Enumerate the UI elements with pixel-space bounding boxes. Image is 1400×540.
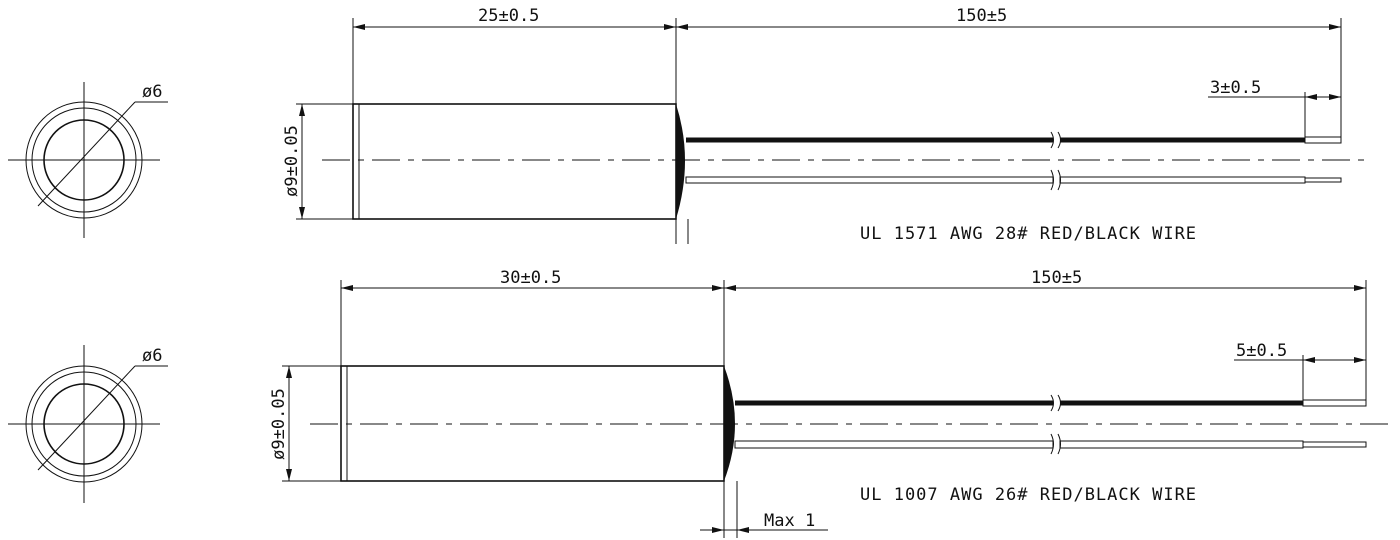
bottom-black-wire-strip <box>1302 399 1367 407</box>
bottom-body-length-label: 30±0.5 <box>500 268 561 288</box>
top-end-view: ø6 <box>8 82 168 238</box>
bottom-end-diameter-leader <box>37 365 136 471</box>
top-strip-arrow-l <box>1305 94 1317 100</box>
top-dia-label: ø9±0.05 <box>282 125 302 197</box>
bottom-side-view: 30±0.5 150±5 5±0.5 ø9±0.05 Max 1 UL 1007… <box>269 268 1396 538</box>
top-red-wire-break <box>1050 169 1061 191</box>
bottom-wire-note: UL 1007 AWG 26# RED/BLACK WIRE <box>860 485 1197 505</box>
top-body-length-arrow-r <box>664 24 676 30</box>
bottom-red-wire-break <box>1050 433 1061 455</box>
top-end-diameter-label: ø6 <box>142 82 162 102</box>
bottom-dia-arrow-t <box>286 366 292 378</box>
top-side-view: 25±0.5 150±5 3±0.5 ø9±0.05 UL 1571 AWG 2… <box>282 6 1372 244</box>
top-potting <box>676 104 685 219</box>
top-red-wire-a <box>685 176 1054 184</box>
bottom-red-wire-b <box>1059 440 1304 449</box>
top-body-length-arrow-l <box>353 24 365 30</box>
bottom-potting-arrow-r <box>737 527 749 533</box>
top-strip-label: 3±0.5 <box>1210 78 1261 98</box>
bottom-body-length-arrow-r <box>712 285 724 291</box>
bottom-strip-arrow-r <box>1354 357 1366 363</box>
bottom-lead-length-arrow-l <box>724 285 736 291</box>
top-dia-arrow-b <box>299 207 305 219</box>
bottom-body-length-arrow-l <box>341 285 353 291</box>
top-black-wire-break <box>1050 131 1061 149</box>
top-lead-length-arrow-r <box>1329 24 1341 30</box>
top-body-length-label: 25±0.5 <box>478 6 539 26</box>
bottom-red-wire-strip <box>1302 441 1367 448</box>
bottom-lead-length-arrow-r <box>1354 285 1366 291</box>
bottom-potting-arrow-l <box>712 527 724 533</box>
top-lead-length-arrow-l <box>676 24 688 30</box>
bottom-end-view: ø6 <box>8 345 168 503</box>
bottom-strip-arrow-l <box>1303 357 1315 363</box>
top-red-wire-b <box>1059 176 1306 184</box>
bottom-dia-arrow-b <box>286 469 292 481</box>
bottom-black-wire-break <box>1050 394 1061 412</box>
bottom-red-wire-a <box>734 440 1054 449</box>
bottom-end-diameter-label: ø6 <box>142 346 162 366</box>
top-wire-note: UL 1571 AWG 28# RED/BLACK WIRE <box>860 224 1197 244</box>
top-body-outline <box>352 103 677 220</box>
top-dia-arrow-t <box>299 104 305 116</box>
bottom-lead-length-label: 150±5 <box>1031 268 1082 288</box>
bottom-dia-label: ø9±0.05 <box>269 388 289 460</box>
bottom-strip-label: 5±0.5 <box>1236 341 1287 361</box>
top-black-wire-strip <box>1304 136 1342 144</box>
top-lead-length-label: 150±5 <box>956 6 1007 26</box>
top-end-diameter-leader <box>37 101 136 207</box>
top-red-wire-strip <box>1304 177 1342 183</box>
bottom-potting-label: Max 1 <box>764 511 815 531</box>
top-strip-arrow-r <box>1329 94 1341 100</box>
